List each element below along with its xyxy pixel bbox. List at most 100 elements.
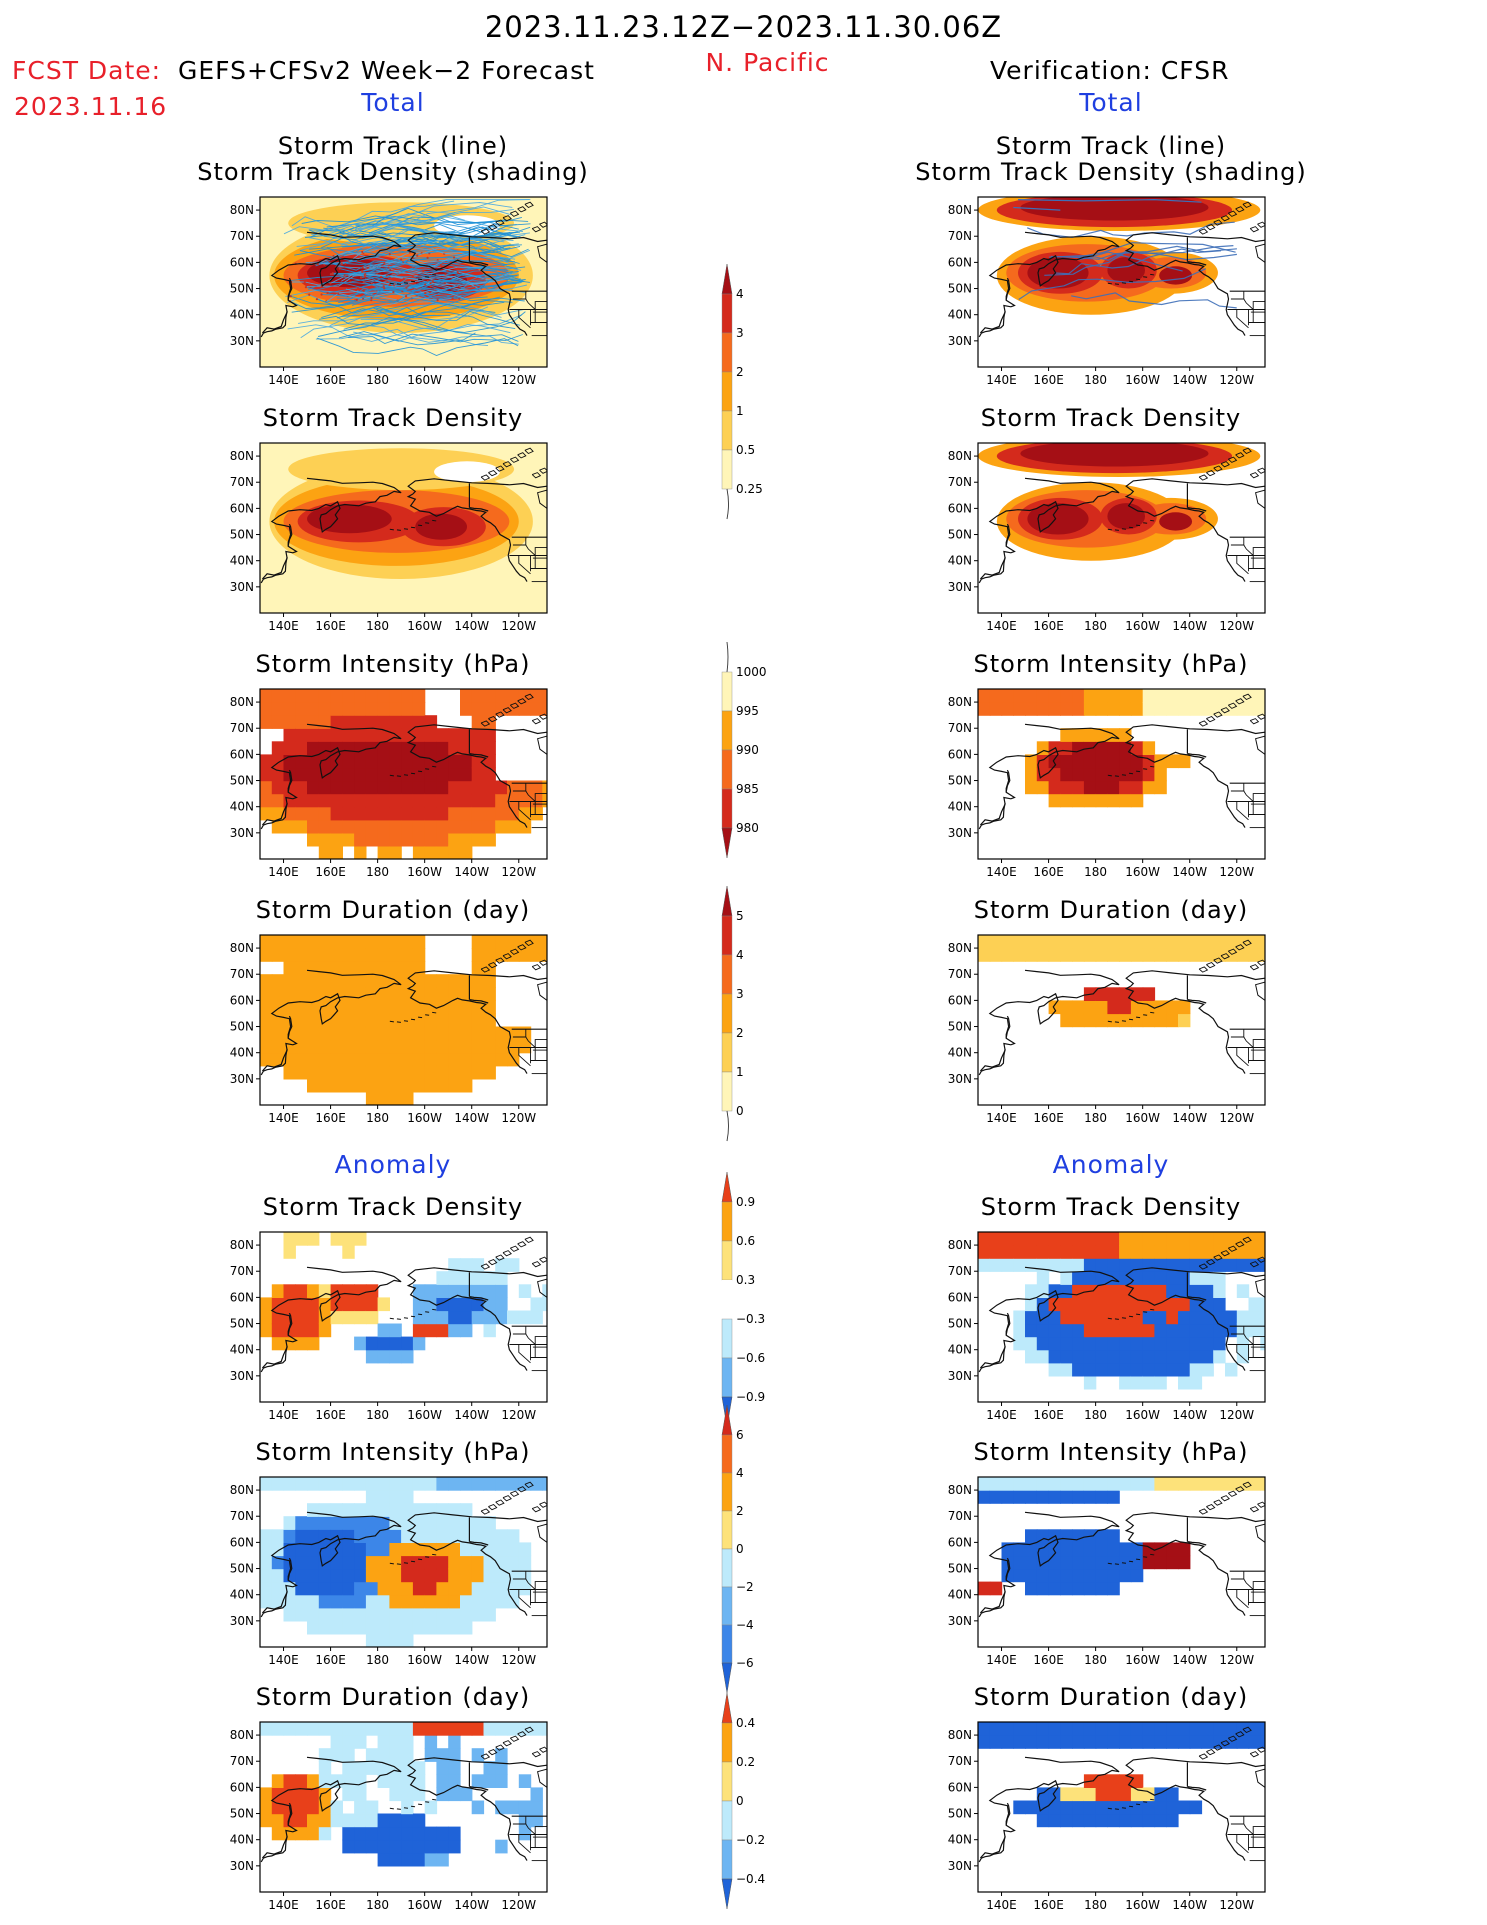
grid-cell (1013, 689, 1026, 703)
grid-cell (307, 689, 320, 703)
grid-cell (295, 1722, 308, 1736)
grid-cell (471, 974, 485, 988)
grid-cell (1178, 1362, 1191, 1377)
japan-coast (978, 1591, 1006, 1618)
grid-cell (295, 948, 308, 962)
grid-cell (471, 961, 485, 975)
lat-label: 70N (230, 1264, 254, 1278)
grid-cell (460, 1607, 473, 1622)
grid-cell (1130, 1722, 1144, 1736)
lon-label: 120W (501, 373, 536, 387)
grid-cell (354, 1503, 367, 1517)
colorbar-segment (721, 1357, 733, 1398)
grid-cell (1025, 1258, 1038, 1272)
grid-cell (1130, 1245, 1144, 1259)
storm-track-line (299, 250, 511, 267)
grid-cell (260, 1052, 273, 1067)
grid-cell (1178, 1542, 1191, 1557)
grid-cell (448, 1722, 461, 1736)
grid-cell (1083, 1245, 1097, 1259)
grid-cell (1166, 1349, 1179, 1364)
grid-cell (448, 987, 461, 1001)
grid-cell (283, 702, 296, 716)
arctic-island (1220, 1740, 1230, 1747)
arctic-island (480, 966, 491, 973)
grid-cell (401, 1039, 414, 1054)
aleutian-island (410, 1315, 416, 1318)
grid-cell (1236, 1245, 1250, 1259)
grid-cell (1060, 1336, 1073, 1351)
storm-track-line (343, 296, 488, 330)
grid-cell (1189, 1349, 1203, 1364)
arctic-island (524, 939, 534, 947)
grid-cell (1213, 1323, 1226, 1338)
grid-cell (1060, 1555, 1073, 1570)
grid-cell (507, 1722, 520, 1736)
storm-track-line (363, 266, 526, 291)
grid-cell (1130, 1735, 1144, 1749)
grid-cell (271, 1774, 285, 1788)
grid-cell (424, 1013, 438, 1028)
map-field (978, 689, 1265, 859)
arctic-island (539, 1501, 547, 1508)
grid-cell (1048, 1245, 1061, 1259)
grid-cell (1178, 948, 1191, 962)
grid-cell (436, 1607, 449, 1622)
grid-cell (436, 1078, 449, 1093)
grid-cell (295, 974, 308, 988)
grid-cell (342, 1245, 355, 1259)
grid-cell (448, 728, 461, 742)
grid-cell (271, 1284, 285, 1298)
sakhalin-coast (1005, 277, 1011, 300)
grid-cell (1048, 1323, 1061, 1338)
grid-cell (377, 1594, 390, 1609)
grid-cell (377, 1078, 390, 1093)
grid-cell (365, 1297, 379, 1312)
arctic-island (524, 1726, 534, 1734)
grid-cell (330, 961, 343, 975)
grid-cell (1260, 1323, 1265, 1338)
grid-cell (1236, 1323, 1250, 1338)
grid-cell (307, 832, 320, 847)
storm-track-line (291, 264, 495, 283)
arctic-island (1227, 456, 1238, 463)
grid-cell (271, 948, 285, 962)
grid-cell (448, 1839, 461, 1854)
grid-cell (471, 1529, 485, 1543)
storm-track-point (456, 271, 459, 274)
grid-cell (401, 1555, 414, 1570)
grid-cell (377, 715, 390, 729)
grid-cell (495, 1477, 508, 1491)
grid-cell (330, 1477, 343, 1491)
grid-cell (424, 1039, 438, 1054)
grid-cell (412, 1568, 426, 1583)
grid-cell (330, 1000, 343, 1015)
grid-cell (1142, 689, 1156, 703)
lon-label: 180 (366, 1111, 389, 1125)
grid-cell (989, 935, 1003, 949)
grid-cell (989, 1245, 1003, 1259)
grid-cell (1178, 1297, 1191, 1312)
colorbar-segment (721, 1800, 733, 1841)
grid-cell (1107, 1787, 1120, 1802)
grid-cell (518, 1555, 532, 1570)
grid-cell (989, 1490, 1003, 1504)
grid-cell (1013, 1258, 1026, 1272)
grid-cell (495, 1594, 508, 1609)
grid-cell (1013, 702, 1026, 716)
lon-label: 140E (268, 1898, 299, 1912)
grid-cell (448, 1516, 461, 1530)
hudson-bay-coast (537, 489, 547, 509)
grid-cell (307, 767, 320, 782)
aleutian-island (403, 1807, 409, 1809)
lon-label: 160E (1033, 1408, 1064, 1422)
grid-cell (401, 1852, 414, 1867)
grid-cell (542, 935, 547, 949)
grid-cell (1225, 689, 1238, 703)
state-border (1227, 1589, 1249, 1609)
grid-cell (271, 780, 285, 795)
hudson-bay-coast (1255, 1278, 1265, 1298)
grid-cell (283, 1065, 296, 1080)
storm-track-point (422, 270, 425, 273)
